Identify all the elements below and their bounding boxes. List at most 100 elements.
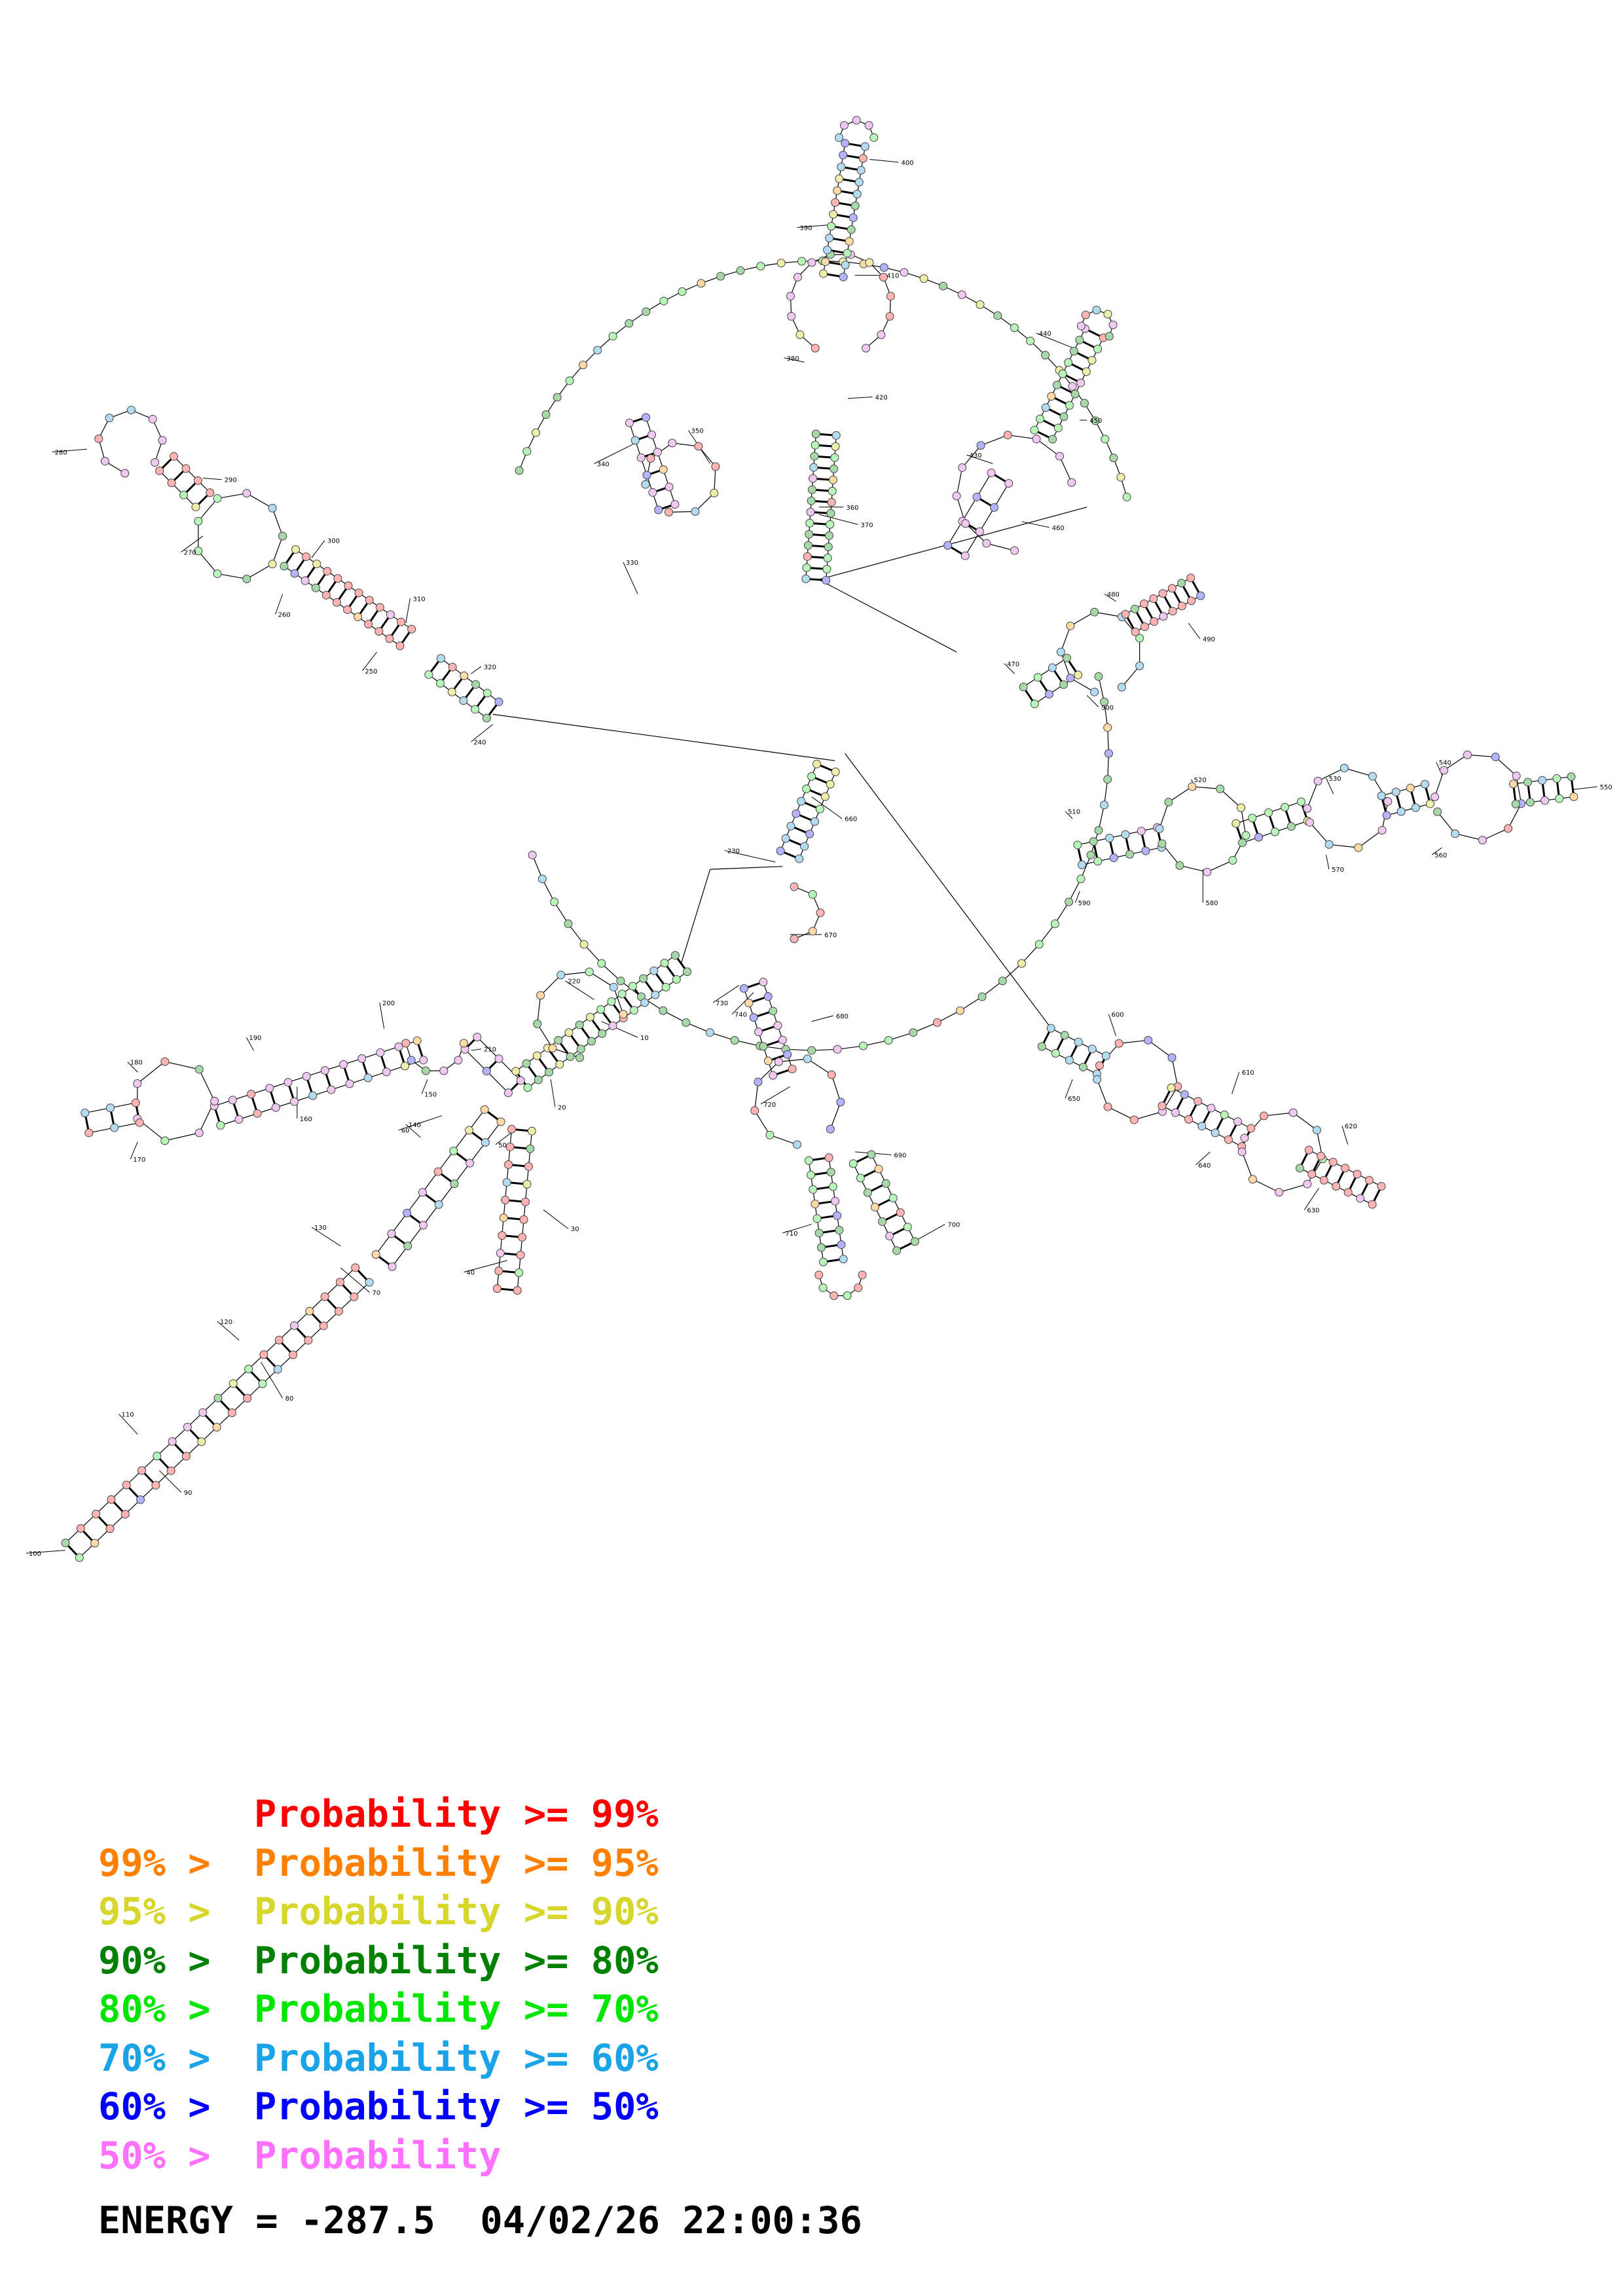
- backbone-link: [1070, 611, 1095, 626]
- nucleotide: [831, 198, 840, 207]
- nucleotide: [412, 1036, 422, 1045]
- nucleotide: [816, 908, 825, 918]
- nucleotide: [532, 428, 541, 437]
- backbone-link: [1121, 665, 1140, 688]
- nucleotide: [822, 576, 831, 585]
- nucleotide: [833, 1045, 842, 1054]
- energy-footer: ENERGY = -287.5 04/02/26 22:00:36: [98, 2199, 862, 2242]
- numbering-label: 400: [901, 160, 913, 167]
- backbone-link: [1094, 611, 1122, 618]
- numbering-label: 170: [133, 1157, 145, 1164]
- backbone-link: [769, 1134, 797, 1145]
- nucleotide: [105, 1524, 115, 1534]
- numbering-label: 370: [861, 522, 873, 529]
- numbering-label: 60: [401, 1128, 410, 1135]
- nucleotide: [1356, 1194, 1365, 1203]
- nucleotide: [1135, 661, 1144, 670]
- nucleotide: [385, 634, 394, 643]
- nucleotide: [158, 436, 167, 445]
- backbone-link: [246, 564, 273, 579]
- nucleotide: [407, 1056, 416, 1065]
- numbering-label: 290: [225, 477, 237, 484]
- nucleotide: [839, 151, 848, 160]
- nucleotide: [823, 245, 832, 255]
- backbone-link: [1292, 1112, 1317, 1131]
- nucleotide: [803, 1054, 812, 1064]
- nucleotide: [122, 1480, 131, 1490]
- backbone-link: [1508, 803, 1522, 829]
- nucleotide: [1065, 401, 1074, 410]
- numbering-label: 460: [1052, 525, 1065, 532]
- nucleotide: [710, 488, 719, 497]
- nucleotide: [1086, 850, 1095, 859]
- nucleotide: [919, 274, 928, 283]
- nucleotide: [289, 1350, 298, 1359]
- numbering-label: 150: [424, 1091, 437, 1098]
- nucleotide: [564, 1028, 574, 1037]
- nucleotide: [1125, 850, 1135, 859]
- nucleotide: [1247, 1124, 1256, 1133]
- nucleotide: [1074, 670, 1083, 679]
- nucleotide: [576, 1045, 585, 1054]
- nucleotide: [821, 257, 830, 266]
- nucleotide: [609, 982, 618, 992]
- nucleotide: [311, 583, 320, 592]
- nucleotide: [1368, 772, 1377, 781]
- nucleotide: [244, 1365, 253, 1374]
- backbone-link: [560, 971, 590, 976]
- backbone-link: [1038, 924, 1055, 945]
- nucleotide: [1103, 1102, 1112, 1111]
- backbone-link: [484, 1121, 501, 1143]
- nucleotide: [839, 272, 848, 281]
- backbone-link: [724, 850, 776, 863]
- numbering-label: 340: [597, 461, 610, 468]
- nucleotide: [1093, 1075, 1102, 1084]
- nucleotide: [903, 1223, 912, 1232]
- nucleotide: [1074, 1037, 1083, 1047]
- nucleotide: [776, 259, 786, 268]
- nucleotide: [1064, 358, 1073, 367]
- backbone-link: [1002, 963, 1022, 982]
- backbone-link: [537, 1024, 553, 1049]
- backbone-link: [392, 1246, 409, 1267]
- nucleotide: [1090, 687, 1099, 696]
- legend-label: Probability: [254, 2134, 501, 2178]
- nucleotide: [804, 1156, 813, 1165]
- nucleotide: [763, 992, 773, 1001]
- nucleotide: [810, 452, 819, 461]
- nucleotide: [833, 186, 842, 195]
- nucleotide: [653, 448, 662, 457]
- backbone-link: [601, 963, 621, 982]
- nucleotide: [830, 464, 839, 473]
- nucleotide: [1034, 940, 1044, 949]
- backbone-link: [471, 724, 493, 742]
- nucleotide: [133, 1079, 142, 1088]
- nucleotide: [642, 471, 651, 480]
- nucleotide: [280, 562, 289, 571]
- nucleotide: [802, 784, 811, 793]
- nucleotide: [1431, 793, 1440, 802]
- nucleotide: [831, 1196, 840, 1206]
- backbone-link: [818, 579, 957, 653]
- nucleotide: [213, 1393, 223, 1403]
- nucleotide: [1033, 673, 1042, 682]
- nucleotide: [790, 934, 799, 943]
- legend-threshold: >= 95%: [501, 1841, 659, 1885]
- nucleotide: [534, 1075, 543, 1085]
- nucleotide: [1121, 609, 1130, 619]
- backbone-link: [164, 1132, 200, 1141]
- nucleotide: [170, 452, 179, 461]
- nucleotide: [1164, 798, 1173, 807]
- nucleotide: [278, 531, 287, 541]
- backbone-link: [1054, 901, 1070, 924]
- numbering-label: 10: [640, 1035, 649, 1042]
- nucleotide: [1313, 776, 1322, 785]
- nucleotide: [283, 1078, 293, 1087]
- nucleotide: [900, 268, 909, 277]
- nucleotide: [1104, 749, 1113, 758]
- nucleotide: [334, 1307, 343, 1316]
- nucleotide: [519, 1215, 528, 1224]
- backbone-link: [492, 713, 835, 761]
- backbone-link: [1060, 651, 1071, 679]
- nucleotide: [242, 574, 251, 583]
